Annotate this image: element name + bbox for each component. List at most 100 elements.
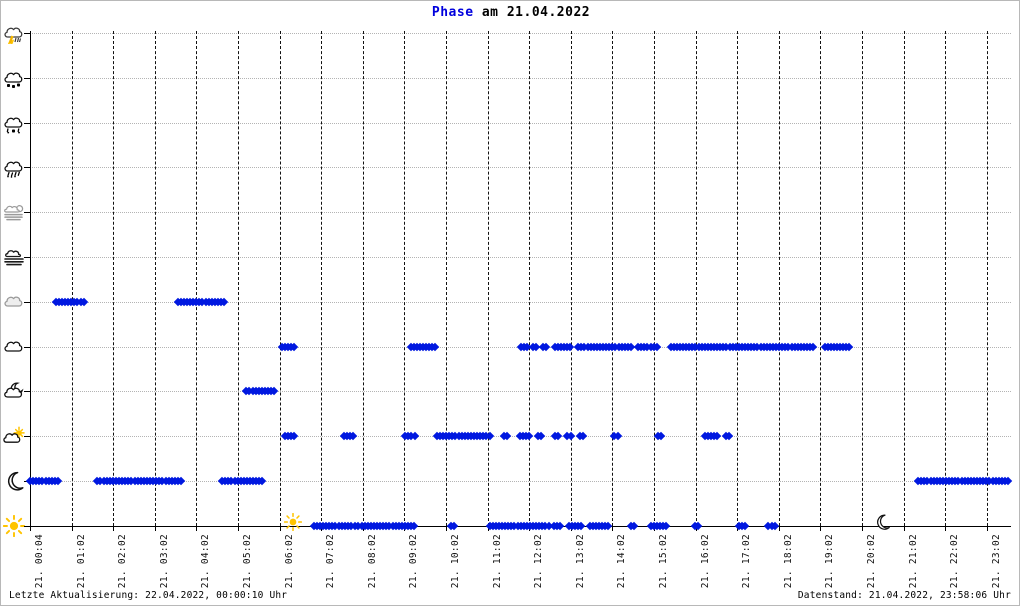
x-axis-tick bbox=[820, 526, 822, 531]
cloud-icon bbox=[3, 336, 25, 358]
x-axis-label: 21. 22:02 bbox=[949, 534, 961, 589]
vertical-gridline bbox=[737, 31, 739, 526]
snow-cloud-icon bbox=[3, 67, 25, 89]
y-axis-tick bbox=[24, 391, 31, 393]
x-axis-label: 21. 07:02 bbox=[325, 534, 337, 589]
last-update-text: Letzte Aktualisierung: 22.04.2022, 00:00… bbox=[9, 590, 288, 601]
x-axis-tick bbox=[612, 526, 614, 531]
vertical-gridline bbox=[279, 31, 281, 526]
sunrise-sun-icon bbox=[283, 512, 302, 531]
y-axis-tick bbox=[24, 167, 31, 169]
x-axis-tick bbox=[279, 526, 281, 531]
x-axis-label: 21. 02:02 bbox=[117, 534, 129, 589]
fog-icon bbox=[3, 246, 25, 268]
fog-sun-icon bbox=[3, 201, 25, 223]
horizontal-gridline bbox=[30, 167, 1011, 169]
y-axis-tick bbox=[24, 346, 31, 348]
x-axis-label: 21. 21:02 bbox=[907, 534, 919, 589]
x-axis-label: 21. 12:02 bbox=[533, 534, 545, 589]
x-axis-label: 21. 23:02 bbox=[990, 534, 1002, 589]
x-axis-label: 21. 13:02 bbox=[574, 534, 586, 589]
vertical-gridline bbox=[529, 31, 531, 526]
y-axis-line bbox=[30, 31, 31, 527]
x-axis-label: 21. 09:02 bbox=[408, 534, 420, 589]
title-highlight: Phase bbox=[431, 5, 474, 20]
x-axis-label: 21. 16:02 bbox=[699, 534, 711, 589]
thunderstorm-icon bbox=[3, 22, 25, 44]
x-axis-label: 21. 14:02 bbox=[616, 534, 628, 589]
overcast-cloud-icon bbox=[3, 291, 25, 313]
sunset-moon-icon bbox=[873, 513, 891, 531]
x-axis-label: 21. 10:02 bbox=[450, 534, 461, 589]
x-axis-tick bbox=[446, 526, 447, 531]
x-axis-label: 21. 05:02 bbox=[242, 534, 253, 589]
y-axis-tick bbox=[24, 257, 31, 258]
x-axis-label: 21. 18:02 bbox=[782, 534, 794, 589]
x-axis-label: 21. 17:02 bbox=[741, 534, 753, 589]
rain-cloud-icon bbox=[3, 156, 25, 179]
x-axis-tick bbox=[30, 526, 31, 531]
x-axis-tick bbox=[945, 526, 947, 531]
x-axis-label: 21. 00:04 bbox=[34, 534, 45, 589]
vertical-gridline bbox=[695, 31, 697, 526]
y-axis-tick bbox=[24, 525, 31, 527]
vertical-gridline bbox=[154, 31, 156, 526]
x-axis-label: 21. 11:02 bbox=[491, 534, 503, 589]
x-axis-tick bbox=[154, 526, 156, 531]
data-timestamp-text: Datenstand: 21.04.2022, 23:58:06 Uhr bbox=[797, 590, 1011, 601]
page-title: Phase am 21.04.2022 bbox=[1, 5, 1019, 20]
x-axis-label: 21. 20:02 bbox=[866, 534, 877, 589]
horizontal-gridline bbox=[30, 122, 1011, 124]
horizontal-gridline bbox=[30, 33, 1011, 34]
x-axis-tick bbox=[238, 526, 239, 531]
vertical-gridline bbox=[903, 31, 905, 526]
vertical-gridline bbox=[862, 31, 863, 526]
x-axis-tick bbox=[862, 526, 863, 531]
vertical-gridline bbox=[654, 31, 655, 526]
vertical-gridline bbox=[446, 31, 447, 526]
horizontal-gridline bbox=[30, 391, 1011, 393]
x-axis-tick bbox=[196, 526, 198, 531]
vertical-gridline bbox=[487, 31, 489, 526]
vertical-gridline bbox=[362, 31, 364, 526]
x-axis-tick bbox=[71, 526, 73, 531]
vertical-gridline bbox=[404, 31, 406, 526]
x-axis-tick bbox=[903, 526, 905, 531]
vertical-gridline bbox=[820, 31, 822, 526]
x-axis-tick bbox=[778, 526, 780, 531]
y-axis-tick bbox=[24, 33, 31, 34]
horizontal-gridline bbox=[30, 257, 1011, 258]
x-axis-label: 21. 03:02 bbox=[158, 534, 170, 589]
vertical-gridline bbox=[113, 31, 115, 526]
plot-area bbox=[30, 31, 1011, 527]
y-axis-tick bbox=[24, 77, 31, 79]
y-axis-tick bbox=[24, 436, 31, 438]
vertical-gridline bbox=[778, 31, 780, 526]
y-axis-tick bbox=[24, 301, 31, 303]
title-rest: am 21.04.2022 bbox=[473, 5, 591, 20]
vertical-gridline bbox=[986, 31, 988, 526]
x-axis-label: 21. 08:02 bbox=[366, 534, 378, 589]
x-axis-label: 21. 15:02 bbox=[658, 534, 669, 589]
cloud-moon-icon bbox=[3, 380, 25, 402]
vertical-gridline bbox=[612, 31, 614, 526]
y-axis-tick bbox=[24, 212, 31, 214]
vertical-gridline bbox=[321, 31, 323, 526]
x-axis-label: 21. 04:02 bbox=[200, 534, 212, 589]
moon-icon bbox=[3, 470, 25, 492]
horizontal-gridline bbox=[30, 77, 1011, 79]
x-axis-tick bbox=[113, 526, 115, 531]
y-axis-tick bbox=[24, 122, 31, 124]
vertical-gridline bbox=[945, 31, 947, 526]
sun-icon bbox=[3, 514, 25, 537]
vertical-gridline bbox=[196, 31, 198, 526]
x-axis-label: 21. 19:02 bbox=[824, 534, 836, 589]
vertical-gridline bbox=[238, 31, 239, 526]
horizontal-gridline bbox=[30, 301, 1011, 303]
horizontal-gridline bbox=[30, 481, 1011, 482]
cloud-sun-icon bbox=[3, 425, 25, 447]
sleet-cloud-icon bbox=[3, 112, 25, 134]
x-axis-label: 21. 06:02 bbox=[283, 534, 295, 589]
x-axis-label: 21. 01:02 bbox=[75, 534, 87, 589]
